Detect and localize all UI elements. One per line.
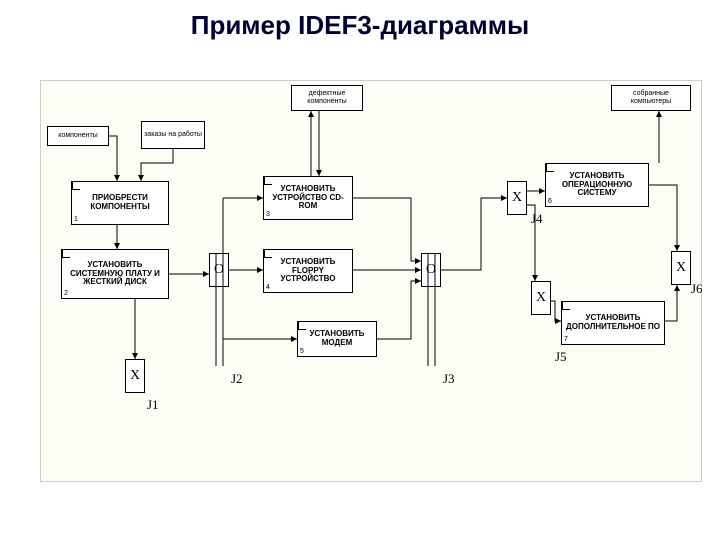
corner-mark [562,302,570,310]
activity-3: УСТАНОВИТЬ УСТРОЙСТВО CD-ROM 3 [263,176,353,220]
activity-num: 4 [266,284,270,291]
page-title: Пример IDEF3-диаграммы [0,10,720,41]
activity-num: 7 [564,336,568,343]
junction-label-j3: J3 [443,371,455,387]
junction-j5: X [531,281,551,315]
ext-label: заказы на работы [142,122,204,148]
corner-mark [546,164,554,172]
corner-mark [264,177,272,185]
activity-num: 6 [548,198,552,205]
ext-defective: дефектные компоненты [291,85,363,111]
junction-j3: O [421,253,441,287]
corner-mark [298,322,306,330]
junction-label-j5: J5 [555,349,567,365]
activity-label: УСТАНОВИТЬ УСТРОЙСТВО CD-ROM [264,177,352,219]
junction-j4: X [507,181,527,215]
junction-label-j1: J1 [147,397,159,413]
activity-label: УСТАНОВИТЬ МОДЕМ [298,322,376,356]
junction-label-j6: J6 [691,281,703,297]
activity-5: УСТАНОВИТЬ МОДЕМ 5 [297,321,377,357]
activity-2: УСТАНОВИТЬ СИСТЕМНУЮ ПЛАТУ И ЖЕСТКИЙ ДИС… [61,249,169,299]
corner-mark [62,250,70,258]
corner-mark [72,182,80,190]
ext-assembled: собранные компьютеры [611,85,691,111]
ext-label: компоненты [48,127,108,145]
ext-label: собранные компьютеры [612,86,690,110]
activity-num: 1 [74,216,78,223]
activity-num: 2 [64,290,68,297]
activity-label: УСТАНОВИТЬ FLOPPY УСТРОЙСТВО [264,250,352,292]
diagram-canvas: компоненты заказы на работы дефектные ко… [40,80,702,482]
activity-label: УСТАНОВИТЬ ОПЕРАЦИОННУЮ СИСТЕМУ [546,164,648,206]
junction-j6: X [671,251,691,285]
ext-label: дефектные компоненты [292,86,362,110]
activity-1: ПРИОБРЕСТИ КОМПОНЕНТЫ 1 [71,181,169,225]
junction-label-j4: J4 [531,211,543,227]
activity-num: 5 [300,348,304,355]
activity-num: 3 [266,211,270,218]
activity-label: УСТАНОВИТЬ СИСТЕМНУЮ ПЛАТУ И ЖЕСТКИЙ ДИС… [62,250,168,298]
corner-mark [264,250,272,258]
activity-4: УСТАНОВИТЬ FLOPPY УСТРОЙСТВО 4 [263,249,353,293]
activity-label: ПРИОБРЕСТИ КОМПОНЕНТЫ [72,182,168,224]
junction-j2: O [209,253,229,287]
activity-label: УСТАНОВИТЬ ДОПОЛНИТЕЛЬНОЕ ПО [562,302,664,344]
activity-7: УСТАНОВИТЬ ДОПОЛНИТЕЛЬНОЕ ПО 7 [561,301,665,345]
junction-j1: X [125,359,145,393]
junction-label-j2: J2 [231,371,243,387]
activity-6: УСТАНОВИТЬ ОПЕРАЦИОННУЮ СИСТЕМУ 6 [545,163,649,207]
ext-components: компоненты [47,126,109,146]
ext-orders: заказы на работы [141,121,205,149]
